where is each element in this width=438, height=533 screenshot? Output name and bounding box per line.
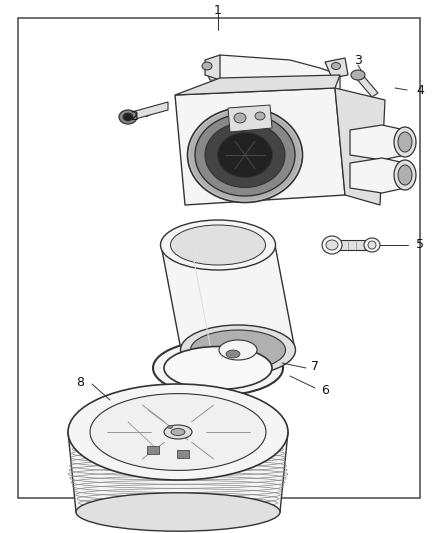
Polygon shape (350, 158, 405, 193)
Polygon shape (355, 73, 378, 97)
Ellipse shape (187, 108, 303, 203)
Ellipse shape (234, 113, 246, 123)
Ellipse shape (119, 110, 137, 124)
Ellipse shape (368, 241, 376, 249)
Ellipse shape (322, 236, 342, 254)
Polygon shape (350, 125, 405, 160)
Ellipse shape (195, 114, 295, 196)
Polygon shape (335, 88, 385, 205)
Polygon shape (161, 245, 295, 350)
Ellipse shape (255, 112, 265, 120)
Text: 6: 6 (321, 384, 329, 397)
Text: 2: 2 (130, 110, 138, 124)
Ellipse shape (364, 238, 380, 252)
Ellipse shape (164, 425, 192, 439)
Text: 3: 3 (354, 53, 362, 67)
Ellipse shape (205, 123, 285, 188)
Bar (177, 450, 189, 458)
Text: 7: 7 (311, 360, 319, 374)
Text: 8: 8 (76, 376, 84, 389)
Ellipse shape (219, 340, 257, 360)
Ellipse shape (160, 220, 276, 270)
Polygon shape (175, 75, 340, 95)
Ellipse shape (90, 393, 266, 471)
Polygon shape (68, 432, 288, 512)
Ellipse shape (326, 240, 338, 250)
Text: 5: 5 (416, 238, 424, 252)
Ellipse shape (76, 493, 280, 531)
Ellipse shape (351, 70, 365, 80)
Ellipse shape (218, 133, 272, 177)
Polygon shape (175, 88, 345, 205)
Ellipse shape (332, 62, 340, 69)
Ellipse shape (398, 165, 412, 185)
Ellipse shape (398, 132, 412, 152)
Ellipse shape (170, 225, 265, 265)
Polygon shape (332, 240, 372, 250)
Ellipse shape (191, 330, 286, 370)
Ellipse shape (153, 341, 283, 395)
Ellipse shape (164, 346, 272, 390)
Bar (147, 446, 159, 454)
Ellipse shape (202, 62, 212, 70)
Ellipse shape (226, 350, 240, 358)
Polygon shape (325, 58, 348, 78)
Ellipse shape (171, 429, 185, 435)
Ellipse shape (68, 384, 288, 480)
Polygon shape (128, 102, 168, 121)
Ellipse shape (123, 113, 133, 121)
Ellipse shape (394, 127, 416, 157)
Polygon shape (205, 55, 340, 95)
Ellipse shape (394, 160, 416, 190)
Text: 1: 1 (214, 4, 222, 17)
Polygon shape (228, 105, 272, 132)
Polygon shape (205, 55, 220, 80)
Ellipse shape (167, 425, 173, 429)
Text: 4: 4 (416, 84, 424, 96)
Ellipse shape (180, 325, 296, 375)
